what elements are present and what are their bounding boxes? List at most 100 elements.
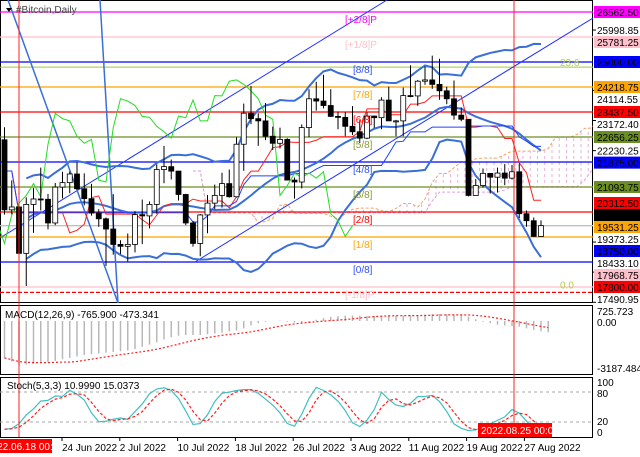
candle[interactable] [378,97,385,130]
trend-channel-upper[interactable] [0,0,388,239]
candle[interactable] [436,58,443,100]
candle[interactable] [161,145,167,184]
candle[interactable] [117,240,124,254]
candle[interactable] [342,112,349,137]
candle[interactable] [66,171,73,194]
candle[interactable] [523,210,530,227]
candle[interactable] [414,79,421,106]
candle[interactable] [298,124,305,189]
candle[interactable] [516,163,523,219]
candle[interactable] [349,106,356,135]
candle[interactable] [139,199,146,245]
candle[interactable] [248,86,254,125]
candle[interactable] [335,111,341,130]
candle[interactable] [494,167,501,193]
candle[interactable] [371,115,378,128]
candle[interactable] [175,170,182,201]
candle[interactable] [197,214,204,257]
candle[interactable] [132,211,138,253]
candle[interactable] [255,113,262,146]
candle[interactable] [88,183,95,216]
candle[interactable] [8,180,15,215]
price-level-box [594,56,640,68]
candle[interactable] [458,107,465,122]
candle[interactable] [59,171,66,199]
candle-body [385,99,392,122]
candle[interactable] [124,233,131,262]
candle[interactable] [182,193,189,226]
candle[interactable] [530,217,537,238]
candle[interactable] [219,172,225,208]
price-level-box [594,181,640,193]
candle[interactable] [465,118,472,197]
candle[interactable] [153,164,160,214]
candle[interactable] [226,169,233,198]
candle[interactable] [269,126,276,150]
murrey-level-label: [+1/8]P [345,40,377,51]
candle[interactable] [385,86,392,122]
candle[interactable] [356,120,363,143]
candle-body [255,118,262,122]
candle-body [262,120,269,137]
dropdown-triangle-icon[interactable] [6,8,12,12]
candle[interactable] [146,201,153,229]
candle[interactable] [422,66,428,85]
candle-body [378,99,385,119]
candle[interactable] [204,195,211,234]
candle-body [8,206,15,211]
time-axis[interactable]: 24 Jun 2022 2 Jul 2022 10 Jul 2022 18 Jul 2… [61,437,581,454]
trend-channel-lower[interactable] [194,17,593,263]
candle[interactable] [81,173,88,206]
candle[interactable] [233,137,240,198]
cursor-time-text-1: 2022.06.18 00:00 [0,442,64,453]
candle[interactable] [480,168,486,188]
candle[interactable] [320,74,327,109]
candle[interactable] [364,112,370,140]
candle[interactable] [37,167,44,211]
candle[interactable] [327,89,334,118]
candle-body [298,127,305,183]
candle[interactable] [443,86,450,105]
candle[interactable] [110,194,117,255]
candle-body [233,143,240,198]
candle-body [516,171,523,215]
candle[interactable] [487,172,494,194]
price-level-label: 23437.50 [597,108,639,119]
candle[interactable] [30,188,37,233]
chart-title[interactable]: #Bitcoin,Daily [6,5,77,16]
candle[interactable] [277,127,283,149]
candle-body [327,105,334,117]
candle[interactable] [306,89,312,138]
candle[interactable] [95,209,102,227]
candle[interactable] [190,221,196,247]
candle-body [472,185,479,196]
price-level-label: 21875.00 [597,159,639,170]
candle[interactable] [45,193,51,230]
descending-trendline-1[interactable] [7,0,119,303]
candle[interactable] [501,164,508,186]
candle[interactable] [240,103,247,171]
candle[interactable] [103,217,109,266]
candle[interactable] [429,55,436,89]
candle[interactable] [52,182,59,226]
candle[interactable] [291,177,298,199]
main-pane[interactable] [0,0,593,303]
candle[interactable] [400,87,407,137]
candle[interactable] [313,81,320,111]
candle[interactable] [168,159,175,180]
candle[interactable] [74,162,80,190]
candle[interactable] [538,220,544,237]
candle[interactable] [1,127,8,215]
price-level-label: 19531.25 [597,223,639,234]
candle[interactable] [407,65,414,98]
candle[interactable] [393,119,399,137]
candle[interactable] [211,184,218,210]
candle[interactable] [284,138,291,181]
candle[interactable] [451,80,457,120]
candle[interactable] [23,197,30,286]
candle[interactable] [472,179,479,196]
candle[interactable] [262,102,269,141]
chart-title-text: #Bitcoin,Daily [16,5,77,16]
